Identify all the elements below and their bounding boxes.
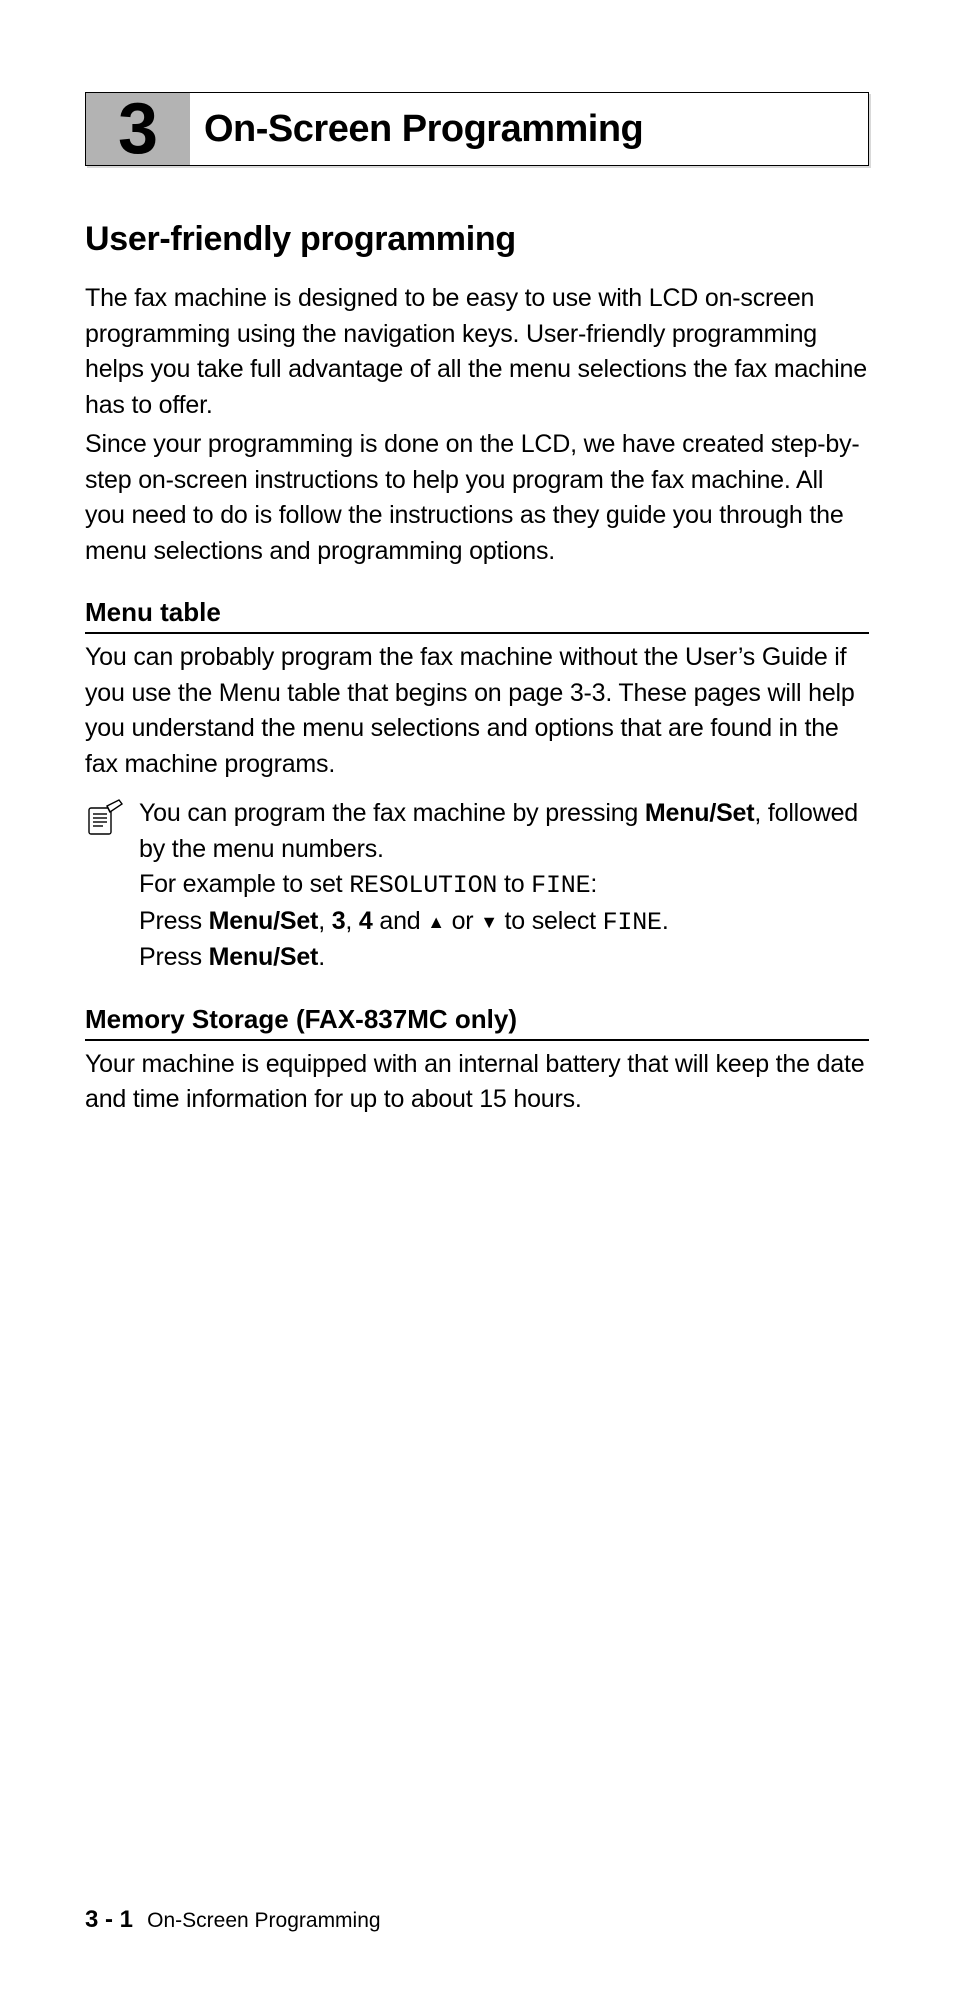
paragraph: You can probably program the fax machine… xyxy=(85,640,869,782)
note-text-bold: 3 xyxy=(332,907,346,935)
note-text: You can program the fax machine by press… xyxy=(139,799,645,827)
note-text: . xyxy=(662,907,669,935)
subheading-memory-storage: Memory Storage (FAX-837MC only) xyxy=(85,1004,869,1041)
note-text: to select xyxy=(498,907,603,935)
note-block: You can program the fax machine by press… xyxy=(85,796,869,976)
paragraph: Since your programming is done on the LC… xyxy=(85,427,869,569)
note-text: : xyxy=(590,870,597,898)
note-text-bold: Menu/Set xyxy=(209,907,319,935)
chapter-number: 3 xyxy=(118,93,158,165)
chapter-header: 3 On-Screen Programming xyxy=(85,92,869,166)
note-text-mono: FINE xyxy=(603,908,662,937)
down-triangle-icon: ▼ xyxy=(480,910,498,936)
up-triangle-icon: ▲ xyxy=(427,910,445,936)
note-text: to xyxy=(497,870,531,898)
page-number: 3 - 1 xyxy=(85,1906,133,1933)
note-text-bold: Menu/Set xyxy=(209,943,319,971)
note-text-bold: 4 xyxy=(359,907,373,935)
note-text: . xyxy=(318,943,325,971)
note-text: For example to set xyxy=(139,870,349,898)
paragraph: Your machine is equipped with an interna… xyxy=(85,1047,869,1118)
subheading-menu-table: Menu table xyxy=(85,597,869,634)
chapter-title-box: On-Screen Programming xyxy=(190,93,868,165)
note-text: Press xyxy=(139,943,209,971)
note-text: , xyxy=(318,907,332,935)
note-text-mono: RESOLUTION xyxy=(349,871,497,900)
note-text: and xyxy=(373,907,428,935)
note-text: or xyxy=(445,907,480,935)
note-body: You can program the fax machine by press… xyxy=(139,796,869,976)
paragraph: The fax machine is designed to be easy t… xyxy=(85,281,869,423)
note-icon xyxy=(85,796,129,976)
page-footer: 3 - 1 On-Screen Programming xyxy=(85,1906,381,1934)
note-text-mono: FINE xyxy=(531,871,590,900)
note-text: Press xyxy=(139,907,209,935)
note-text: , xyxy=(345,907,359,935)
note-text-bold: Menu/Set xyxy=(645,799,755,827)
footer-title: On-Screen Programming xyxy=(147,1909,380,1932)
section-heading-user-friendly: User-friendly programming xyxy=(85,220,869,259)
page: 3 On-Screen Programming User-friendly pr… xyxy=(0,0,954,2006)
chapter-number-box: 3 xyxy=(86,93,190,165)
chapter-title: On-Screen Programming xyxy=(204,108,643,151)
